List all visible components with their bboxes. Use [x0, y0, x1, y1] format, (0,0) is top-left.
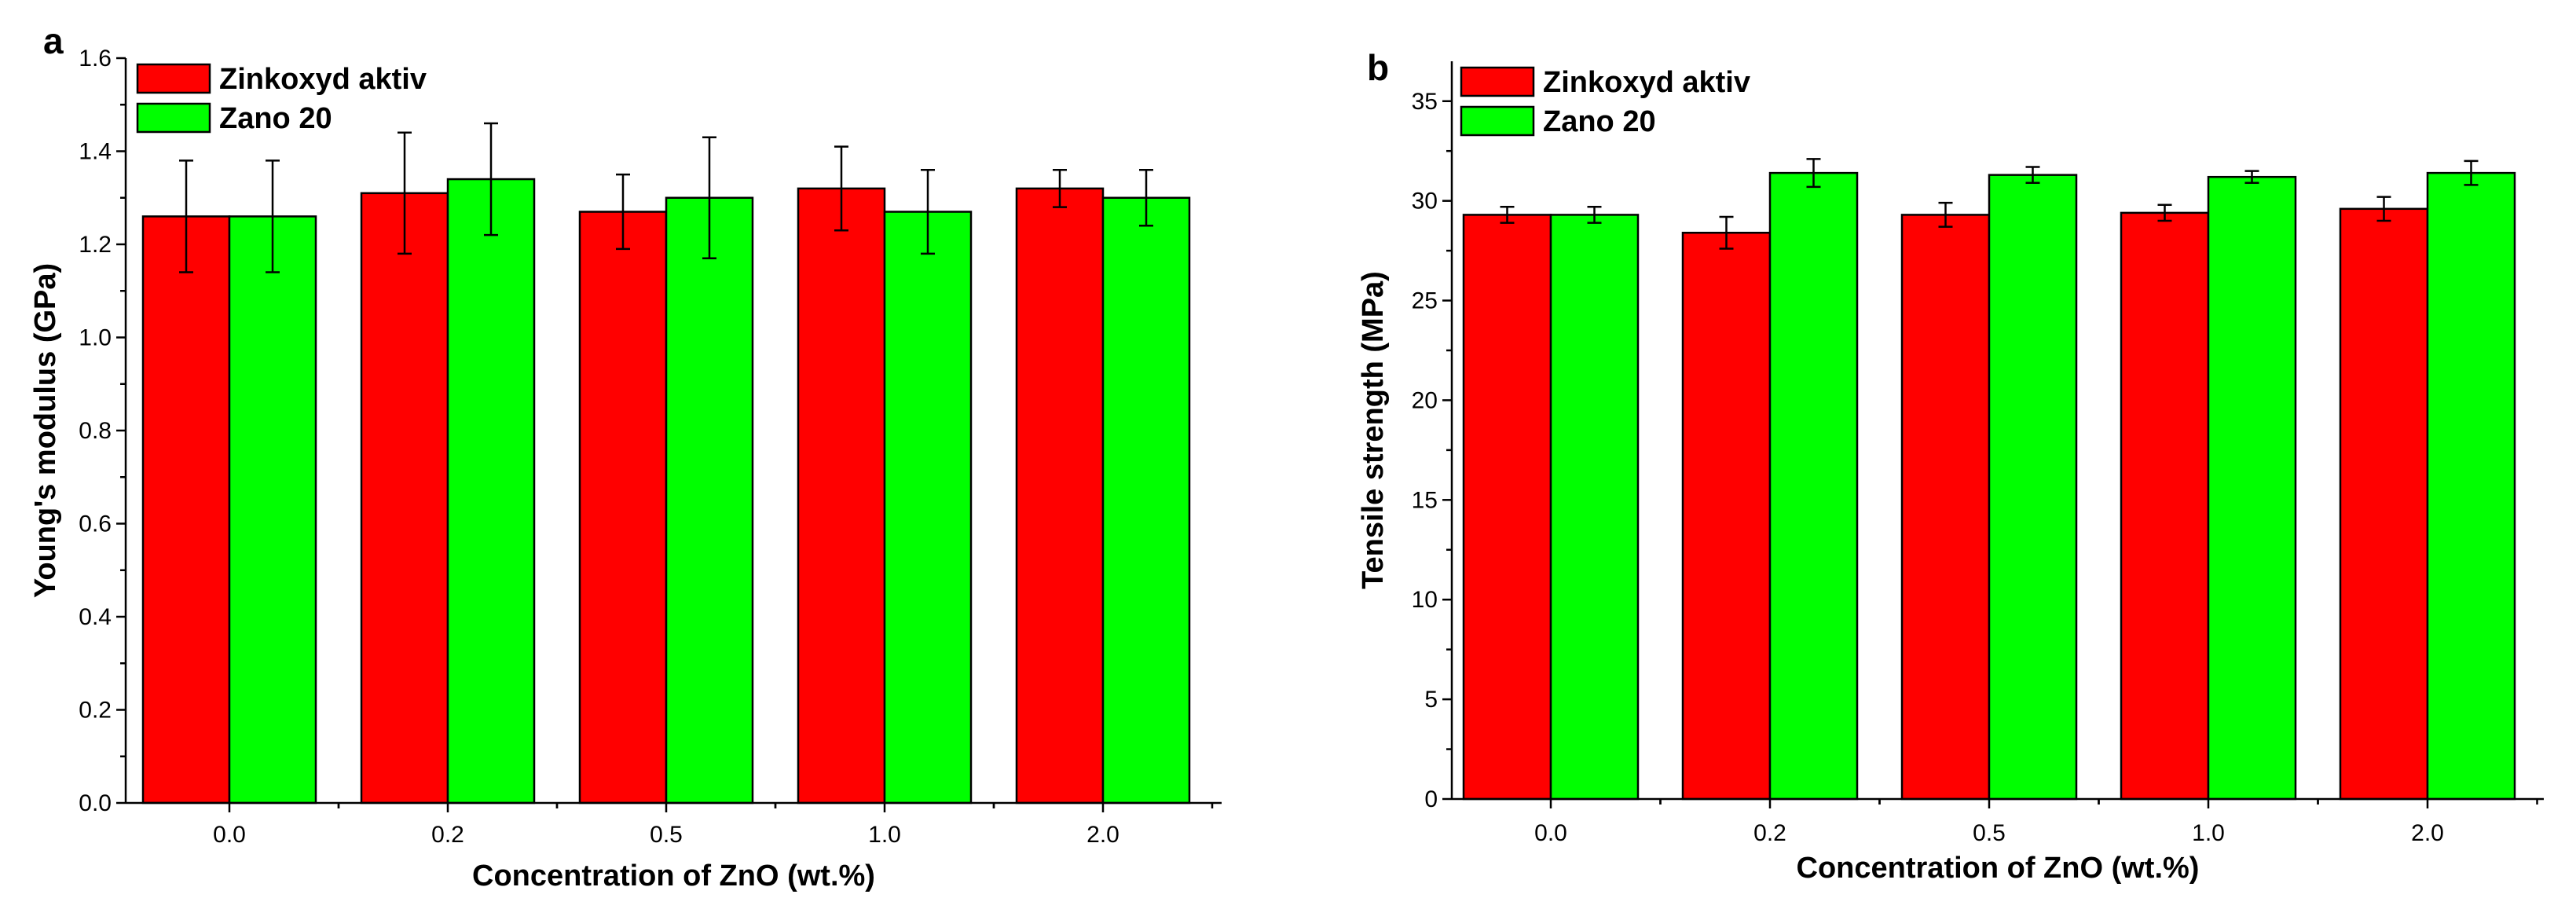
y-tick-label: 1.0 — [79, 325, 112, 351]
y-tick-label: 10 — [1412, 587, 1438, 613]
y-tick-label: 15 — [1412, 487, 1438, 513]
x-tick-label: 0.2 — [431, 822, 464, 848]
x-tick-label: 2.0 — [2411, 820, 2444, 846]
y-axis-title: Tensile strength (MPa) — [1357, 271, 1390, 589]
bar-zinkoxyd-aktiv-0-0 — [141, 215, 231, 805]
bar-zano-20-0-0 — [1549, 214, 1640, 801]
y-tick-label: 0.2 — [79, 698, 112, 724]
legend-swatch-zinkoxyd-aktiv — [136, 63, 211, 94]
x-tick-label: 2.0 — [1086, 822, 1119, 848]
x-tick-label: 0.0 — [213, 822, 246, 848]
x-tick-label: 0.5 — [1973, 820, 2006, 846]
y-tick-label: 30 — [1412, 189, 1438, 214]
y-tick-label: 5 — [1424, 687, 1438, 713]
legend-swatch-zano-20 — [136, 102, 211, 134]
bar-zinkoxyd-aktiv-2-0 — [2339, 207, 2429, 801]
y-tick-label: 1.2 — [79, 232, 112, 258]
x-tick-label: 0.5 — [650, 822, 683, 848]
x-axis-title: Concentration of ZnO (wt.%) — [472, 860, 875, 893]
legend-label: Zano 20 — [1543, 105, 1656, 138]
y-tick-label: 25 — [1412, 288, 1438, 314]
y-tick-label: 20 — [1412, 387, 1438, 413]
bar-zano-20-0-2 — [446, 178, 536, 805]
panel-b-chart: 0 5 10 15 20 25 30 35 0.0 0.2 0.5 1.0 2.0 Concentrati… — [1357, 47, 2544, 885]
bar-zano-20-0-5 — [1988, 174, 2078, 801]
bar-zinkoxyd-aktiv-1-0 — [797, 187, 886, 805]
y-tick-label: 1.6 — [79, 46, 112, 71]
y-tick-label: 0.4 — [79, 604, 112, 630]
bar-zano-20-1-0 — [883, 211, 973, 805]
y-tick-label: 35 — [1412, 89, 1438, 115]
x-tick-label: 0.0 — [1534, 820, 1567, 846]
x-tick-label: 1.0 — [2192, 820, 2225, 846]
bar-zano-20-1-0 — [2207, 175, 2297, 801]
y-tick-label: 0.8 — [79, 418, 112, 444]
panel-letter: b — [1367, 47, 1389, 88]
legend-label: Zinkoxyd aktiv — [219, 63, 427, 96]
x-axis-title: Concentration of ZnO (wt.%) — [1797, 852, 2200, 885]
panel-a-chart: 0.0 0.2 0.4 0.6 0.8 1.0 1.2 1.4 1.6 0.0 0.2 0.5 1.0 2… — [29, 20, 1222, 893]
y-tick-label: 0.0 — [79, 790, 112, 816]
bar-zano-20-0-2 — [1768, 171, 1859, 801]
bar-zano-20-0-5 — [665, 196, 754, 805]
bar-zano-20-0-0 — [228, 215, 317, 805]
y-tick-label: 0 — [1424, 786, 1438, 812]
y-tick-label: 0.6 — [79, 511, 112, 537]
x-tick-label: 1.0 — [868, 822, 901, 848]
bar-zinkoxyd-aktiv-0-2 — [360, 192, 449, 805]
legend-swatch-zinkoxyd-aktiv — [1460, 66, 1535, 97]
x-tick-label: 0.2 — [1753, 820, 1786, 846]
legend-label: Zinkoxyd aktiv — [1543, 66, 1750, 99]
bar-zinkoxyd-aktiv-0-5 — [1900, 214, 1991, 801]
bar-zinkoxyd-aktiv-2-0 — [1015, 187, 1105, 805]
y-tick-label: 1.4 — [79, 139, 112, 165]
bar-zano-20-2-0 — [2426, 171, 2516, 801]
y-axis-title: Young's modulus (GPa) — [29, 263, 62, 598]
bar-zinkoxyd-aktiv-0-5 — [578, 211, 668, 805]
bar-zano-20-2-0 — [1101, 196, 1191, 805]
bar-zinkoxyd-aktiv-0-2 — [1681, 232, 1772, 801]
legend-label: Zano 20 — [219, 102, 332, 135]
panel-letter: a — [43, 20, 64, 61]
bar-zinkoxyd-aktiv-1-0 — [2120, 211, 2210, 801]
bar-zinkoxyd-aktiv-0-0 — [1462, 214, 1552, 801]
legend-swatch-zano-20 — [1460, 105, 1535, 137]
